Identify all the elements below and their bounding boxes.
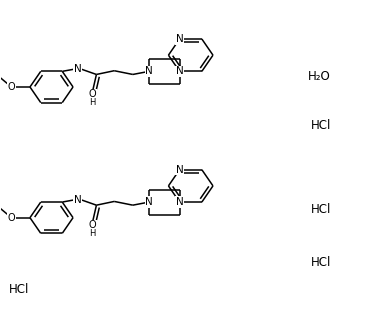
Text: HCl: HCl bbox=[312, 119, 332, 133]
Text: N: N bbox=[176, 66, 184, 76]
Text: N: N bbox=[176, 34, 184, 44]
Text: HCl: HCl bbox=[312, 256, 332, 269]
Text: H: H bbox=[89, 98, 96, 107]
Text: N: N bbox=[74, 195, 82, 204]
Text: H₂O: H₂O bbox=[308, 70, 330, 83]
Text: O: O bbox=[89, 220, 96, 230]
Text: N: N bbox=[176, 197, 184, 207]
Text: HCl: HCl bbox=[312, 203, 332, 216]
Text: HCl: HCl bbox=[9, 283, 29, 296]
Text: N: N bbox=[74, 64, 82, 74]
Text: N: N bbox=[145, 197, 153, 207]
Text: O: O bbox=[7, 213, 15, 223]
Text: H: H bbox=[89, 229, 96, 238]
Text: N: N bbox=[176, 165, 184, 175]
Text: O: O bbox=[89, 89, 96, 99]
Text: O: O bbox=[7, 82, 15, 92]
Text: N: N bbox=[145, 66, 153, 76]
